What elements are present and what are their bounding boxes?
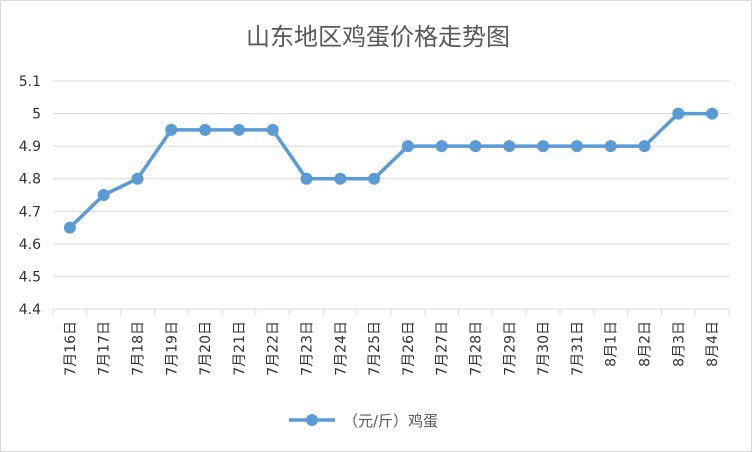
data-point[interactable] [604, 140, 617, 153]
data-point[interactable] [368, 172, 381, 185]
x-tick-label: 7月17日 [97, 321, 113, 376]
y-tick-label: 4.9 [19, 139, 41, 155]
x-tick-label: 7月21日 [232, 321, 248, 376]
data-point[interactable] [131, 172, 144, 185]
y-tick-label: 5 [32, 107, 41, 123]
data-point[interactable] [232, 123, 245, 136]
x-tick-label: 7月31日 [570, 321, 586, 376]
data-point[interactable] [537, 140, 550, 153]
data-point[interactable] [469, 140, 482, 153]
data-point[interactable] [706, 107, 719, 120]
data-point[interactable] [97, 189, 110, 201]
x-tick-label: 8月4日 [705, 321, 721, 367]
x-tick-label: 7月30日 [536, 321, 552, 376]
x-tick-label: 8月2日 [638, 321, 654, 367]
legend-label: （元/斤）鸡蛋 [343, 412, 438, 430]
y-tick-label: 4.7 [19, 204, 41, 220]
x-tick-label: 7月23日 [300, 321, 316, 376]
y-tick-label: 4.8 [19, 172, 41, 188]
data-point[interactable] [334, 172, 347, 185]
data-point[interactable] [570, 140, 583, 153]
x-tick-label: 7月18日 [131, 321, 147, 376]
data-point[interactable] [435, 140, 448, 153]
data-point[interactable] [165, 123, 178, 136]
x-tick-label: 7月19日 [164, 321, 180, 376]
x-tick-label: 7月26日 [401, 321, 417, 376]
y-tick-label: 4.4 [19, 302, 41, 318]
x-tick-label: 8月1日 [604, 321, 620, 367]
x-axis-ticks: 7月16日 7月17日 7月18日 7月19日 7月20日 7月21日 7月22日 7月23日… [52, 309, 730, 376]
data-point[interactable] [199, 123, 212, 136]
data-point[interactable] [672, 107, 685, 120]
legend[interactable]: （元/斤）鸡蛋 [289, 412, 438, 430]
data-point[interactable] [63, 221, 76, 234]
x-tick-label: 7月16日 [63, 321, 79, 376]
data-point[interactable] [638, 140, 651, 153]
x-tick-label: 7月20日 [198, 321, 214, 376]
data-point[interactable] [266, 123, 279, 136]
x-tick-label: 7月25日 [367, 321, 383, 376]
data-point[interactable] [300, 172, 313, 185]
x-tick-label: 8月3日 [671, 321, 687, 367]
series-layer [63, 107, 719, 234]
x-tick-label: 7月28日 [469, 321, 485, 376]
data-point[interactable] [503, 140, 516, 153]
x-tick-label: 7月24日 [333, 321, 349, 376]
chart-title: 山东地区鸡蛋价格走势图 [246, 23, 510, 51]
data-point[interactable] [401, 140, 414, 153]
y-tick-label: 4.5 [19, 269, 41, 285]
gridlines [53, 80, 729, 310]
x-tick-label: 7月29日 [502, 321, 518, 376]
y-tick-label: 5.1 [19, 74, 41, 90]
y-axis-ticks: 4.4 4.5 4.6 4.7 4.8 4.9 5 5.1 [19, 74, 41, 318]
x-tick-label: 7月22日 [266, 321, 282, 376]
legend-point-marker [306, 414, 318, 426]
y-tick-label: 4.6 [19, 237, 41, 253]
x-tick-label: 7月27日 [435, 321, 451, 376]
